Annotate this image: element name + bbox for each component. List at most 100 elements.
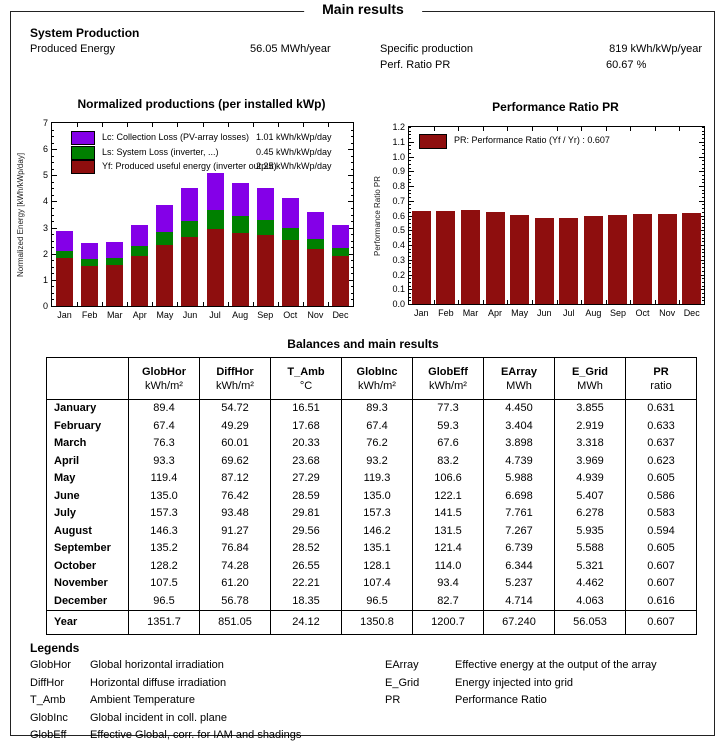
y-tick-mark [699, 156, 704, 158]
table-cell: 89.3 [341, 399, 413, 418]
y-minor-tick [409, 233, 411, 235]
table-row-december: December 96.5 56.78 18.35 96.5 82.7 4.714 4.063… [47, 592, 697, 611]
table-cell: 18.35 [270, 592, 342, 611]
x-tick-mark [327, 123, 329, 127]
y-minor-tick [702, 182, 704, 184]
bar-Jan-Yf [56, 258, 74, 306]
y-minor-tick [702, 171, 704, 173]
y-tick-mark [348, 175, 353, 177]
y-tick-mark [348, 201, 353, 203]
bar-Feb-Yf [81, 266, 99, 306]
table-cell: July [54, 507, 77, 520]
y-minor-tick [702, 222, 704, 224]
y-tick-mark [409, 141, 414, 143]
y-minor-tick [702, 193, 704, 195]
y-minor-tick [409, 237, 411, 239]
bar-Apr-Ls [131, 245, 149, 256]
bar-Aug-Yf [231, 232, 249, 306]
x-tick-mark [327, 302, 329, 306]
table-row-october: October 128.2 74.28 26.55 128.1 114.0 6.344 5.3… [47, 557, 697, 575]
y-tick-label: 0 [42, 301, 48, 311]
x-tick-mark [177, 123, 179, 127]
y-minor-tick [409, 226, 411, 228]
system-production-heading: System Production [30, 26, 140, 40]
x-tick-label: Jan [57, 310, 72, 320]
table-cell: ratio [625, 380, 697, 400]
table-cell: 5.321 [554, 557, 626, 575]
table-cell: 56.053 [554, 610, 626, 635]
table-cell: 851.05 [199, 610, 271, 635]
x-tick-mark [605, 300, 607, 304]
y-minor-tick [409, 285, 411, 287]
table-cell: 5.935 [554, 522, 626, 540]
y-minor-tick [702, 156, 704, 158]
table-cell: 1350.8 [341, 610, 413, 635]
x-tick-label: Sep [609, 308, 626, 318]
bar-Apr [485, 212, 505, 304]
y-minor-tick [52, 155, 54, 157]
x-tick-mark [531, 127, 533, 131]
y-minor-tick [702, 208, 704, 210]
y-minor-tick [702, 300, 704, 302]
legend-definition: Energy injected into grid [455, 676, 574, 689]
legend-term-globeff: GlobEff [30, 729, 67, 742]
table-cell: 0.607 [625, 610, 697, 635]
produced-energy-value: 56.05 MWh/year [250, 43, 331, 55]
y-tick-label: 7 [42, 118, 48, 128]
x-tick-mark [202, 123, 204, 127]
bar-Sep-Yf [256, 234, 274, 306]
table-cell: 76.42 [199, 487, 271, 505]
y-tick-mark [409, 200, 414, 202]
y-minor-tick [409, 127, 411, 128]
bar-Jan-Lc [56, 230, 74, 252]
table-cell: 119.3 [341, 470, 413, 488]
table-cell: 0.607 [625, 557, 697, 575]
y-minor-tick [702, 281, 704, 283]
y-minor-tick [409, 134, 411, 136]
table-cell: 82.7 [412, 592, 484, 611]
x-tick-mark [630, 127, 632, 131]
bar-Dec-Lc [331, 224, 349, 248]
table-cell: T_Amb [270, 357, 342, 380]
table-cell: 28.52 [270, 540, 342, 558]
y-tick-label: 0.8 [392, 181, 405, 191]
y-minor-tick [409, 130, 411, 132]
y-minor-tick [351, 168, 353, 170]
x-tick-label: Oct [283, 310, 298, 320]
y-minor-tick [702, 138, 704, 140]
bar-Dec-Ls [331, 247, 349, 256]
y-minor-tick [702, 296, 704, 298]
table-cell: 96.5 [128, 592, 200, 611]
y-minor-tick [351, 299, 353, 301]
y-tick-label: 0.0 [392, 299, 405, 309]
y-minor-tick [52, 266, 54, 268]
y-minor-tick [702, 241, 704, 243]
x-tick-mark [507, 300, 509, 304]
y-tick-label: 1.1 [392, 136, 405, 147]
table-cell: 87.12 [199, 470, 271, 488]
y-tick-mark [409, 171, 414, 173]
table-cell: kWh/m² [341, 380, 413, 400]
y-minor-tick [702, 189, 704, 191]
y-minor-tick [52, 292, 54, 294]
x-tick-mark [102, 123, 104, 127]
x-tick-mark [77, 302, 79, 306]
y-minor-tick [351, 136, 353, 138]
y-minor-tick [702, 289, 704, 291]
y-minor-tick [409, 152, 411, 154]
y-tick-mark [699, 171, 704, 173]
y-minor-tick [702, 211, 704, 213]
y-tick-label: 0.4 [392, 240, 405, 250]
y-minor-tick [351, 181, 353, 183]
x-tick-label: Jul [209, 310, 221, 320]
bar-Jan [411, 210, 431, 304]
table-row-june: June 135.0 76.42 28.59 135.0 122.1 6.698 5.407 0… [47, 487, 697, 505]
y-minor-tick [409, 178, 411, 180]
y-minor-tick [409, 281, 411, 283]
table-cell: 0.586 [625, 487, 697, 505]
bar-Jul-Lc [206, 173, 224, 211]
table-cell: 91.27 [199, 522, 271, 540]
table-cell: 2.919 [554, 417, 626, 435]
y-minor-tick [52, 175, 54, 177]
x-tick-mark [177, 302, 179, 306]
